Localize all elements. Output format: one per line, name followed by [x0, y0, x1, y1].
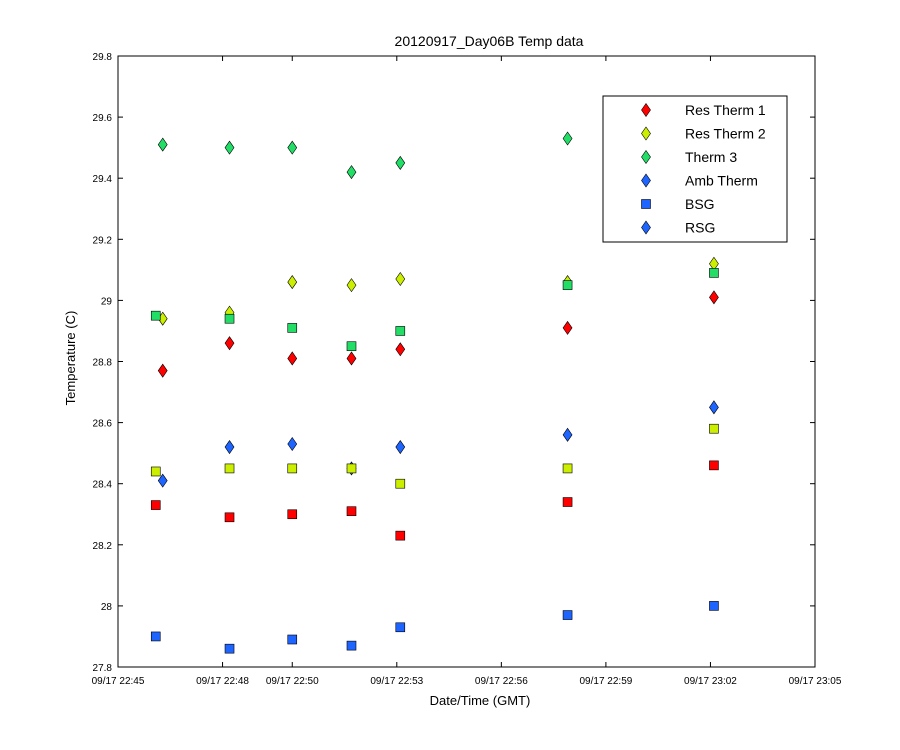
x-tick-label: 09/17 22:56 [475, 676, 528, 687]
data-point-diamond [395, 440, 406, 455]
y-tick-label: 28.4 [93, 480, 113, 491]
legend-marker-diamond [641, 220, 651, 235]
data-point-square [395, 530, 406, 541]
data-point-diamond [395, 342, 406, 357]
legend: Res Therm 1 Res Therm 2 Therm 3 Amb Therm BS… [602, 95, 788, 243]
series-8 [150, 268, 719, 352]
data-point-diamond [287, 436, 298, 452]
legend-label: RSG [685, 220, 715, 236]
y-tick-label: 28.6 [93, 419, 113, 430]
data-point-diamond [287, 351, 298, 366]
data-point-diamond [709, 290, 719, 305]
y-tick-label: 27.8 [93, 663, 113, 674]
data-point-square [150, 500, 161, 510]
y-tick-label: 29.2 [93, 235, 113, 246]
data-point-diamond [346, 351, 357, 366]
data-point-square [224, 512, 235, 523]
data-point-diamond [562, 320, 573, 335]
legend-label: Res Therm 1 [685, 102, 766, 118]
data-point-square [346, 640, 357, 651]
data-point-square [150, 631, 161, 642]
data-point-square [287, 509, 298, 520]
y-tick-label: 28.2 [93, 541, 113, 552]
data-point-square [224, 463, 235, 474]
y-tick-label: 29 [101, 296, 113, 307]
data-point-diamond [287, 275, 298, 290]
y-tick-label: 29.4 [93, 174, 113, 185]
data-point-square [709, 423, 719, 434]
data-point-square [346, 506, 357, 516]
legend-box [602, 95, 788, 243]
legend-marker-diamond [641, 126, 651, 141]
series-0 [157, 290, 719, 378]
data-point-diamond [224, 440, 235, 455]
legend-label: Amb Therm [685, 173, 758, 189]
y-axis-label: Temperature (C) [63, 311, 78, 406]
data-point-diamond [287, 140, 298, 155]
data-point-square [395, 622, 406, 633]
data-point-diamond [346, 278, 357, 293]
data-point-square [287, 463, 298, 474]
legend-entries: Res Therm 1 Res Therm 2 Therm 3 Amb Therm BS… [641, 102, 766, 236]
data-point-square [562, 463, 573, 474]
legend-label: Res Therm 2 [685, 126, 766, 142]
data-point-square [709, 460, 719, 471]
data-point-square [709, 601, 719, 611]
data-point-diamond [224, 140, 235, 155]
series-2 [157, 131, 573, 180]
data-point-diamond [395, 271, 406, 287]
data-point-diamond [157, 363, 168, 378]
data-point-square [395, 478, 406, 489]
legend-marker-diamond [641, 149, 651, 165]
data-point-square [709, 268, 719, 278]
x-tick-label: 09/17 22:48 [196, 676, 249, 687]
data-point-diamond [346, 165, 357, 180]
legend-label: Therm 3 [685, 149, 737, 165]
data-point-diamond [562, 131, 573, 146]
data-point-square [562, 280, 573, 290]
series-7 [150, 423, 719, 489]
x-tick-label: 09/17 22:45 [92, 676, 145, 687]
legend-marker-diamond [641, 102, 651, 118]
data-point-square [346, 463, 357, 474]
data-marks [150, 131, 719, 654]
x-tick-label: 09/17 22:59 [579, 676, 632, 687]
x-tick-label: 09/17 23:05 [789, 676, 842, 687]
x-axis-label: Date/Time (GMT) [430, 693, 531, 708]
series-6 [150, 460, 719, 541]
series-4 [150, 601, 719, 654]
chart-title: 20120917_Day06B Temp data [395, 33, 584, 49]
data-point-diamond [157, 473, 168, 488]
x-tick-label: 09/17 22:50 [266, 676, 319, 687]
y-tick-label: 28.8 [93, 358, 113, 369]
data-point-square [224, 313, 235, 324]
data-point-square [150, 310, 161, 321]
legend-label: BSG [685, 196, 715, 212]
y-tick-label: 29.6 [93, 113, 113, 124]
data-point-square [562, 610, 573, 620]
data-point-square [562, 497, 573, 507]
y-tick-label: 28 [101, 602, 113, 613]
data-point-square [287, 323, 298, 333]
axis-ticks: 09/17 22:45 09/17 22:48 09/17 22:50 09/17 2… [92, 52, 842, 687]
y-tick-label: 29.8 [93, 52, 113, 63]
data-point-diamond [224, 336, 235, 351]
x-tick-label: 09/17 23:02 [684, 676, 737, 687]
data-point-square [150, 466, 161, 477]
x-tick-label: 09/17 22:53 [370, 676, 423, 687]
data-point-diamond [709, 400, 719, 415]
legend-marker-square [641, 199, 651, 209]
data-point-square [395, 326, 406, 336]
data-point-diamond [562, 427, 573, 442]
plot-area: 09/17 22:45 09/17 22:48 09/17 22:50 09/17 2… [92, 52, 842, 687]
data-point-diamond [395, 155, 406, 170]
data-point-diamond [157, 137, 168, 152]
data-point-square [224, 643, 235, 654]
data-point-square [346, 341, 357, 352]
data-point-square [287, 634, 298, 645]
legend-marker-diamond [641, 173, 651, 188]
